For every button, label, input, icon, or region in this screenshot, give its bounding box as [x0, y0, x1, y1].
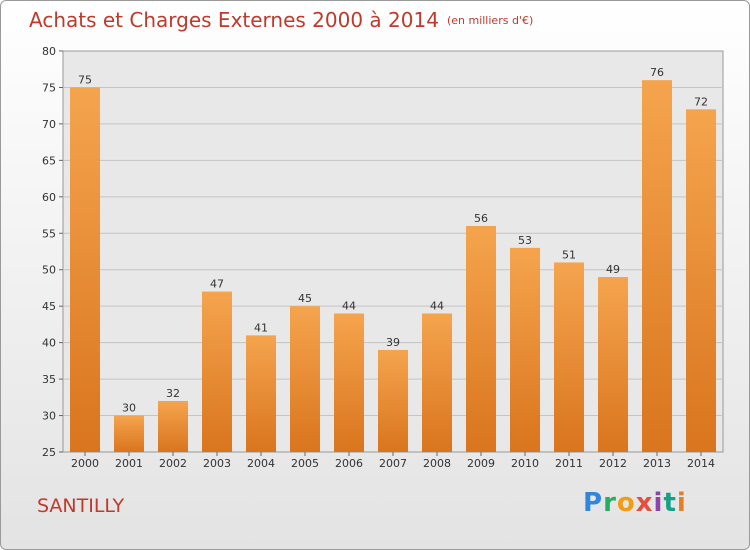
- bar-2000: [70, 87, 100, 453]
- y-tick-label: 55: [42, 227, 56, 240]
- bar-2005: [290, 306, 320, 452]
- logo-letter: x: [635, 488, 654, 518]
- value-label-2010: 53: [518, 234, 532, 247]
- logo-letter: P: [583, 488, 604, 518]
- bar-2011: [554, 262, 584, 452]
- value-label-2011: 51: [562, 248, 576, 261]
- value-label-2003: 47: [210, 278, 224, 291]
- logo-letter: o: [616, 488, 636, 518]
- x-tick-label-2004: 2004: [247, 457, 275, 470]
- x-tick-label-2005: 2005: [291, 457, 319, 470]
- value-label-2013: 76: [650, 66, 664, 79]
- city-name: SANTILLY: [37, 495, 125, 517]
- bar-2003: [202, 291, 232, 452]
- logo-letter: i: [676, 488, 687, 518]
- bar-2010: [510, 247, 540, 452]
- value-label-2000: 75: [78, 73, 92, 86]
- value-label-2014: 72: [694, 95, 708, 108]
- value-label-2001: 30: [122, 402, 136, 415]
- value-labels: 75 30 32 47 41 45 44 39 44 56 53 51 49 76 72: [78, 66, 708, 414]
- value-label-2012: 49: [606, 263, 620, 276]
- y-tick-label: 25: [42, 446, 56, 459]
- bar-2012: [598, 277, 628, 452]
- y-tick-label: 30: [42, 410, 56, 423]
- x-tick-label-2009: 2009: [467, 457, 495, 470]
- y-tick-label: 65: [42, 154, 56, 167]
- y-axis-ticks: 25 30 35 40 45 50 55 60 65 70 75 80: [42, 45, 63, 459]
- value-label-2006: 44: [342, 299, 356, 312]
- value-label-2007: 39: [386, 336, 400, 349]
- chart-title-text: Achats et Charges Externes 2000 à 2014: [29, 8, 439, 32]
- bar-2009: [466, 225, 496, 452]
- x-tick-label-2001: 2001: [115, 457, 143, 470]
- x-tick-label-2014: 2014: [687, 457, 715, 470]
- y-tick-label: 80: [42, 45, 56, 58]
- x-tick-label-2003: 2003: [203, 457, 231, 470]
- bar-2002: [158, 400, 188, 452]
- x-tick-label-2007: 2007: [379, 457, 407, 470]
- value-label-2004: 41: [254, 321, 268, 334]
- y-tick-label: 35: [42, 373, 56, 386]
- value-label-2005: 45: [298, 292, 312, 305]
- x-axis-ticks: 2000 2001 2002 2003 2004 2005 2006 2007 2008 2009…: [71, 452, 715, 470]
- bar-2014: [686, 109, 716, 452]
- logo-letter: i: [653, 488, 664, 518]
- x-tick-label-2010: 2010: [511, 457, 539, 470]
- bar-2001: [114, 415, 144, 452]
- x-tick-label-2000: 2000: [71, 457, 99, 470]
- x-tick-label-2002: 2002: [159, 457, 187, 470]
- y-tick-label: 50: [42, 264, 56, 277]
- proxiti-logo[interactable]: Proxiti: [583, 488, 687, 518]
- bar-2013: [642, 80, 672, 452]
- bar-2007: [378, 349, 408, 452]
- y-tick-label: 75: [42, 81, 56, 94]
- y-tick-label: 60: [42, 191, 56, 204]
- value-label-2008: 44: [430, 299, 444, 312]
- bars: [70, 80, 716, 453]
- y-tick-label: 45: [42, 300, 56, 313]
- chart-unit: (en milliers d'€): [446, 14, 534, 27]
- x-tick-label-2013: 2013: [643, 457, 671, 470]
- x-tick-label-2012: 2012: [599, 457, 627, 470]
- value-label-2009: 56: [474, 212, 488, 225]
- chart-title: Achats et Charges Externes 2000 à 2014 (e…: [29, 8, 533, 32]
- bar-2004: [246, 335, 276, 452]
- x-tick-label-2006: 2006: [335, 457, 363, 470]
- value-label-2002: 32: [166, 387, 180, 400]
- logo-letter: t: [663, 488, 677, 518]
- y-tick-label: 40: [42, 337, 56, 350]
- bar-2006: [334, 313, 364, 452]
- x-tick-label-2008: 2008: [423, 457, 451, 470]
- logo-letter: r: [603, 488, 617, 518]
- y-tick-label: 70: [42, 118, 56, 131]
- x-tick-label-2011: 2011: [555, 457, 583, 470]
- bar-2008: [422, 313, 452, 452]
